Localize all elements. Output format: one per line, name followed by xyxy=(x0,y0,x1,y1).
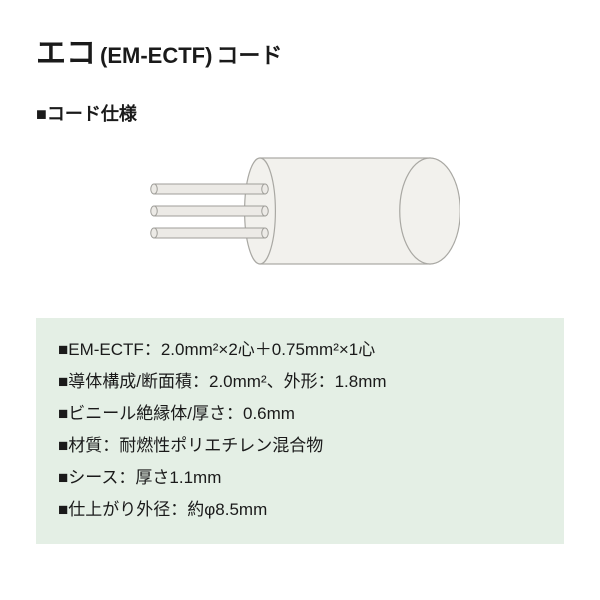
spec-line-4: ■シース：厚さ1.1mm xyxy=(58,464,542,492)
spec-subheading: ■コード仕様 xyxy=(36,100,564,126)
page-title-row: エコ (EM-ECTF) コード xyxy=(36,28,564,72)
spec-line-1: ■導体構成/断面積：2.0mm²、外形：1.8mm xyxy=(58,368,542,396)
spec-box: ■EM-ECTF：2.0mm²×2心＋0.75mm²×1心 ■導体構成/断面積：2… xyxy=(36,318,564,544)
spec-line-3: ■材質：耐燃性ポリエチレン混合物 xyxy=(58,432,542,460)
title-sub: (EM-ECTF) xyxy=(100,43,212,69)
page: エコ (EM-ECTF) コード ■コード仕様 ■EM-ECTF：2.0mm²×… xyxy=(0,0,600,600)
spec-line-2: ■ビニール絶縁体/厚さ：0.6mm xyxy=(58,400,542,428)
title-main: エコ xyxy=(36,28,96,72)
title-tail: コード xyxy=(216,38,282,70)
cable-diagram xyxy=(140,134,460,304)
spec-line-5: ■仕上がり外径：約φ8.5mm xyxy=(58,496,542,524)
spec-line-0: ■EM-ECTF：2.0mm²×2心＋0.75mm²×1心 xyxy=(58,336,542,364)
cable-diagram-wrap xyxy=(36,134,564,304)
